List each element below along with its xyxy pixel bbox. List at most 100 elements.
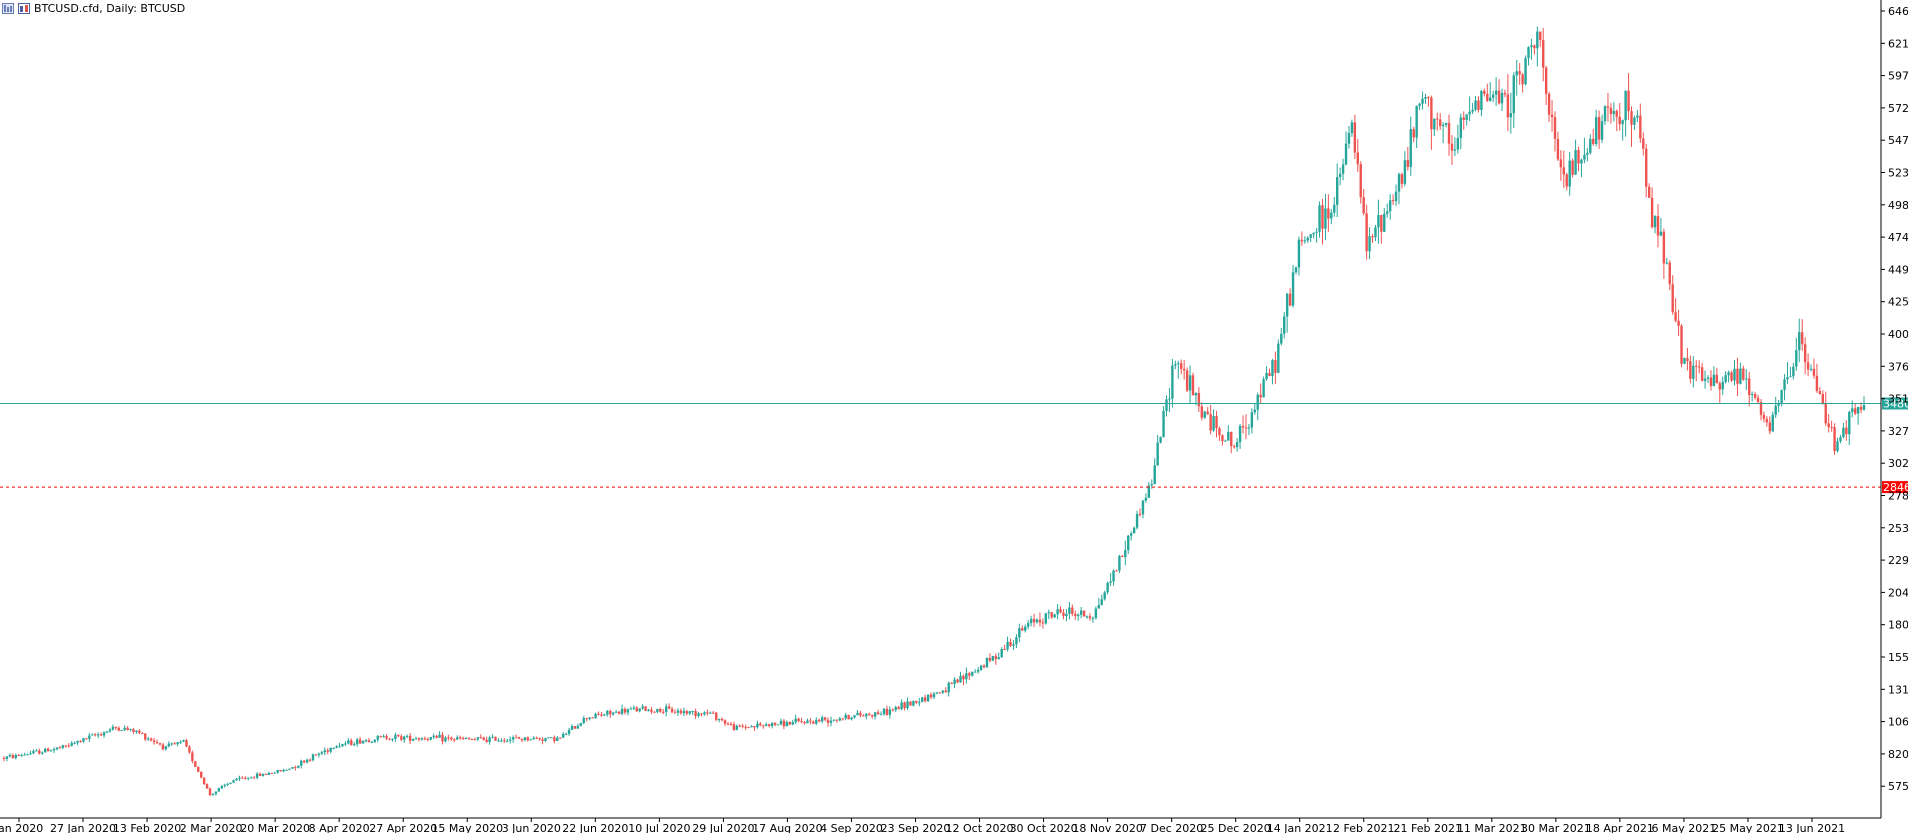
candle-body [1839,437,1842,442]
candle-body [199,771,203,778]
candle-body [408,735,412,741]
candle-body [591,717,594,719]
candle-body [1056,609,1059,615]
candle-body [26,754,29,756]
candle-body [88,735,91,739]
candle-body [23,754,26,756]
candle-body [1206,411,1209,415]
candle-body [1780,390,1783,404]
candle-body [300,760,303,766]
candle-body [841,718,844,720]
candle-body [826,719,830,723]
candle-body [588,717,591,719]
candle-body [1121,555,1124,557]
candle-body [1680,325,1683,364]
candle-body [1739,368,1742,384]
candle-body [1050,612,1053,618]
time-tick-label: 27 Jan 2020 [50,822,116,833]
candle-body [317,753,321,755]
candle-body [1162,410,1165,438]
candle-body [188,746,191,753]
candle-body [1174,364,1177,366]
candle-body [120,729,123,731]
candle-body [1521,74,1524,85]
candle-body [738,725,741,727]
candle-body [909,701,912,706]
price-tick-label: 40085.73 [1888,328,1908,341]
candle-body [1724,375,1727,382]
candle-body [1618,116,1621,125]
candle-body [1232,446,1236,448]
candle-body [297,765,300,768]
candle-body [785,721,789,727]
candle-body [1171,365,1174,399]
candle-body [5,756,9,759]
candle-body [720,718,724,721]
candle-body [326,750,329,752]
candle-body [832,719,836,721]
candle-body [403,736,406,740]
candle-body [1506,94,1510,118]
candle-body [1012,644,1015,646]
chart-properties-icon[interactable] [18,2,30,14]
candle-body [717,718,721,720]
candle-body [126,727,129,730]
candle-body [1018,628,1021,638]
candle-body [1241,425,1245,428]
candles-layer [2,26,1866,797]
price-tick-label: 30276.37 [1888,457,1908,470]
candle-body [99,734,103,736]
candle-body [747,727,750,729]
candle-body [1400,174,1404,184]
candle-body [1280,333,1283,344]
candle-body [1845,427,1848,435]
candle-body [1386,211,1389,214]
candle-body [1795,350,1798,367]
candle-body [729,723,733,725]
candle-body [211,793,215,796]
candle-body [1409,129,1412,167]
candle-body [1044,613,1048,624]
candle-body [1695,365,1698,367]
candle-body [667,706,671,709]
candle-body [438,734,441,738]
candle-body [476,737,480,740]
candle-body [450,737,453,740]
candle-body [1606,106,1610,108]
candle-body [94,734,97,736]
candle-body [767,724,771,727]
candle-body [491,736,494,738]
candle-body [1200,406,1204,418]
time-tick-label: 6 May 2021 [1652,822,1717,833]
price-tick-label: 25371.69 [1888,522,1908,535]
candle-body [1000,648,1003,658]
candle-body [11,755,15,759]
candle-body [532,737,535,740]
candle-body [429,737,432,740]
candle-body [1815,375,1819,392]
candle-body [956,679,959,683]
candle-body [1312,232,1315,235]
candle-body [1824,403,1827,424]
candle-body [1082,610,1086,617]
candle-body [556,737,559,741]
candle-body [441,734,444,742]
candle-body [1665,262,1669,264]
candle-body [1494,90,1498,95]
candle-body [82,738,85,742]
candle-body [638,708,641,712]
candle-body [1745,378,1748,380]
candle-body [617,711,621,714]
candle-body [1071,607,1074,614]
time-tick-label: 15 May 2020 [431,822,503,833]
candle-body [856,712,859,716]
indicator-icon[interactable] [2,2,14,14]
candle-body [1848,411,1851,435]
time-tick-label: 3 Jun 2020 [502,822,561,833]
candle-body [1006,641,1009,650]
candle-body [629,708,633,710]
candle-body [594,713,597,719]
candle-body [1265,372,1268,380]
